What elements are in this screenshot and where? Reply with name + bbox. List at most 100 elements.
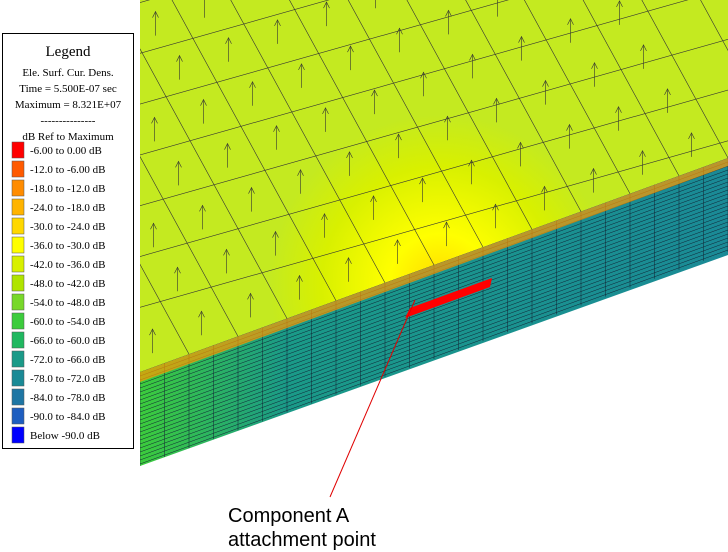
arrow-head xyxy=(396,27,403,35)
edge-band xyxy=(140,158,728,382)
legend-swatch xyxy=(11,255,25,273)
arrow-head xyxy=(297,169,304,176)
mesh-line xyxy=(140,0,728,204)
legend-box xyxy=(2,33,134,449)
mesh-line xyxy=(243,0,533,230)
mesh-line xyxy=(140,0,337,301)
arrow-head xyxy=(590,167,597,175)
legend-label: -78.0 to -72.0 dB xyxy=(30,373,105,385)
arrow-head xyxy=(664,88,671,96)
legend-label: -36.0 to -30.0 dB xyxy=(30,240,105,252)
legend-label: -12.0 to -6.00 dB xyxy=(30,164,105,176)
arrow-head xyxy=(394,239,401,247)
legend-line: Maximum = 8.321E+07 xyxy=(15,99,122,111)
arrow-head xyxy=(31,3,37,9)
legend-label: -18.0 to -12.0 dB xyxy=(30,183,105,195)
arrow-head xyxy=(296,274,303,282)
legend-swatch xyxy=(11,217,25,235)
arrow-head xyxy=(149,328,156,336)
arrow-head xyxy=(591,62,598,69)
legend-line: Ele. Surf. Cur. Dens. xyxy=(22,67,114,79)
arrow-head xyxy=(615,106,622,113)
mesh-line xyxy=(140,0,288,319)
legend-swatch xyxy=(11,350,25,368)
arrow-head xyxy=(273,125,280,132)
legend-swatch xyxy=(11,312,25,330)
hot-spot xyxy=(405,278,492,318)
legend-swatch xyxy=(11,274,25,292)
arrow-head xyxy=(175,160,182,168)
arrow-head xyxy=(224,142,231,150)
arrow-head xyxy=(371,89,378,97)
legend-label: -48.0 to -42.0 dB xyxy=(30,278,105,290)
arrow-head xyxy=(225,37,232,44)
arrow-head xyxy=(420,71,427,79)
arrow-head xyxy=(347,45,354,53)
mesh-line xyxy=(439,0,728,159)
legend-label: Below -90.0 dB xyxy=(30,430,100,442)
arrow-head xyxy=(468,159,475,167)
arrow-head xyxy=(322,107,329,115)
legend-label: -42.0 to -36.0 dB xyxy=(30,259,105,271)
legend-line: Time = 5.500E-07 sec xyxy=(19,83,117,95)
arrow-head xyxy=(518,35,525,43)
annotation: Component A xyxy=(228,505,350,527)
arrow-head xyxy=(198,310,205,318)
legend-label: -72.0 to -66.0 dB xyxy=(30,354,105,366)
mesh-line xyxy=(390,0,680,176)
arrow-head xyxy=(444,115,451,123)
legend-swatch xyxy=(11,160,25,178)
mesh-line xyxy=(140,36,728,292)
arrow-head xyxy=(443,221,450,229)
arrow-head xyxy=(639,150,646,157)
legend-label: -84.0 to -78.0 dB xyxy=(30,392,105,404)
arrow-head xyxy=(345,257,352,264)
arrow-head xyxy=(542,79,549,87)
arrow-head xyxy=(321,213,328,220)
arrow-head xyxy=(566,123,573,131)
arrow-head xyxy=(445,9,452,17)
arrow-head xyxy=(274,19,281,27)
arrow-head xyxy=(395,133,402,141)
annotation: attachment point xyxy=(228,529,376,551)
mesh-line xyxy=(140,0,190,355)
arrow-head xyxy=(249,81,256,88)
mesh-line xyxy=(145,0,435,266)
arrow-head xyxy=(151,116,158,124)
arrow-head xyxy=(419,177,426,185)
arrow-head xyxy=(248,186,255,194)
legend-swatch xyxy=(11,369,25,387)
arrow-head xyxy=(492,203,499,211)
mesh-line xyxy=(140,0,386,283)
mesh-line xyxy=(341,0,631,194)
legend-label: -24.0 to -18.0 dB xyxy=(30,202,105,214)
arrow-head xyxy=(298,63,305,71)
legend-label: -6.00 to 0.00 dB xyxy=(30,145,102,157)
legend-swatch xyxy=(11,198,25,216)
mesh-line xyxy=(194,0,484,248)
arrow-head xyxy=(616,0,623,8)
arrow-head xyxy=(150,222,157,230)
legend-label: -66.0 to -60.0 dB xyxy=(30,335,105,347)
legend-swatch xyxy=(11,179,25,197)
legend-label: -60.0 to -54.0 dB xyxy=(30,316,105,328)
arrow-head xyxy=(200,98,207,106)
arrow-head xyxy=(152,10,159,18)
arrow-head xyxy=(323,1,330,9)
legend-swatch xyxy=(11,141,25,159)
arrow-head xyxy=(517,141,524,149)
mesh-line xyxy=(140,80,728,336)
arrow-head xyxy=(370,195,377,203)
arrow-head xyxy=(176,54,183,62)
arrow-head xyxy=(688,132,695,140)
arrow-head xyxy=(346,151,353,159)
legend-label: -90.0 to -84.0 dB xyxy=(30,411,105,423)
legend-swatch xyxy=(11,407,25,425)
legend-swatch xyxy=(11,426,25,444)
legend-label: -30.0 to -24.0 dB xyxy=(30,221,105,233)
arrow-head xyxy=(469,53,476,61)
arrow-head xyxy=(223,248,230,256)
mesh-line xyxy=(292,0,582,212)
